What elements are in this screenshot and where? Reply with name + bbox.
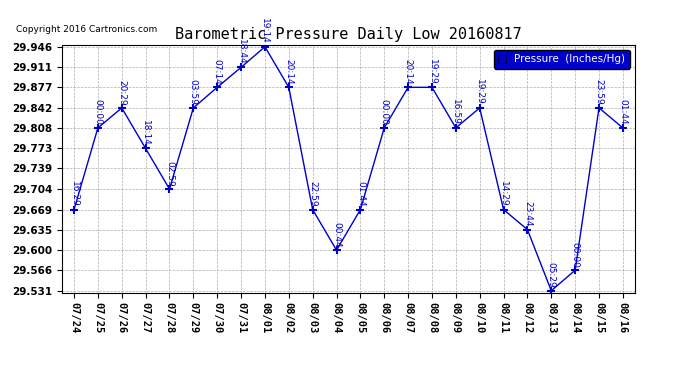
Text: 02:59: 02:59 [165, 160, 174, 186]
Text: 18:14: 18:14 [141, 120, 150, 146]
Text: 00:00: 00:00 [93, 99, 102, 125]
Text: 22:59: 22:59 [308, 181, 317, 207]
Text: 07:14: 07:14 [213, 59, 221, 84]
Legend: Pressure  (Inches/Hg): Pressure (Inches/Hg) [493, 50, 629, 69]
Text: 16:29: 16:29 [70, 181, 79, 207]
Text: 18:44: 18:44 [237, 39, 246, 64]
Text: 03:59: 03:59 [189, 79, 198, 105]
Text: 16:59: 16:59 [451, 99, 460, 125]
Text: 20:14: 20:14 [284, 59, 293, 84]
Text: 01:44: 01:44 [618, 99, 627, 125]
Text: 23:44: 23:44 [523, 201, 532, 227]
Text: 01:44: 01:44 [356, 181, 365, 207]
Text: Copyright 2016 Cartronics.com: Copyright 2016 Cartronics.com [17, 25, 157, 34]
Title: Barometric Pressure Daily Low 20160817: Barometric Pressure Daily Low 20160817 [175, 27, 522, 42]
Text: 20:29: 20:29 [117, 80, 126, 105]
Text: 23:59: 23:59 [595, 80, 604, 105]
Text: 00:00: 00:00 [380, 99, 388, 125]
Text: 19:29: 19:29 [428, 59, 437, 84]
Text: 19:14: 19:14 [260, 18, 269, 44]
Text: 05:29: 05:29 [546, 262, 555, 288]
Text: 14:29: 14:29 [499, 181, 508, 207]
Text: 00:00: 00:00 [571, 242, 580, 267]
Text: 20:14: 20:14 [404, 59, 413, 84]
Text: 19:29: 19:29 [475, 80, 484, 105]
Text: 00:44: 00:44 [332, 222, 341, 248]
